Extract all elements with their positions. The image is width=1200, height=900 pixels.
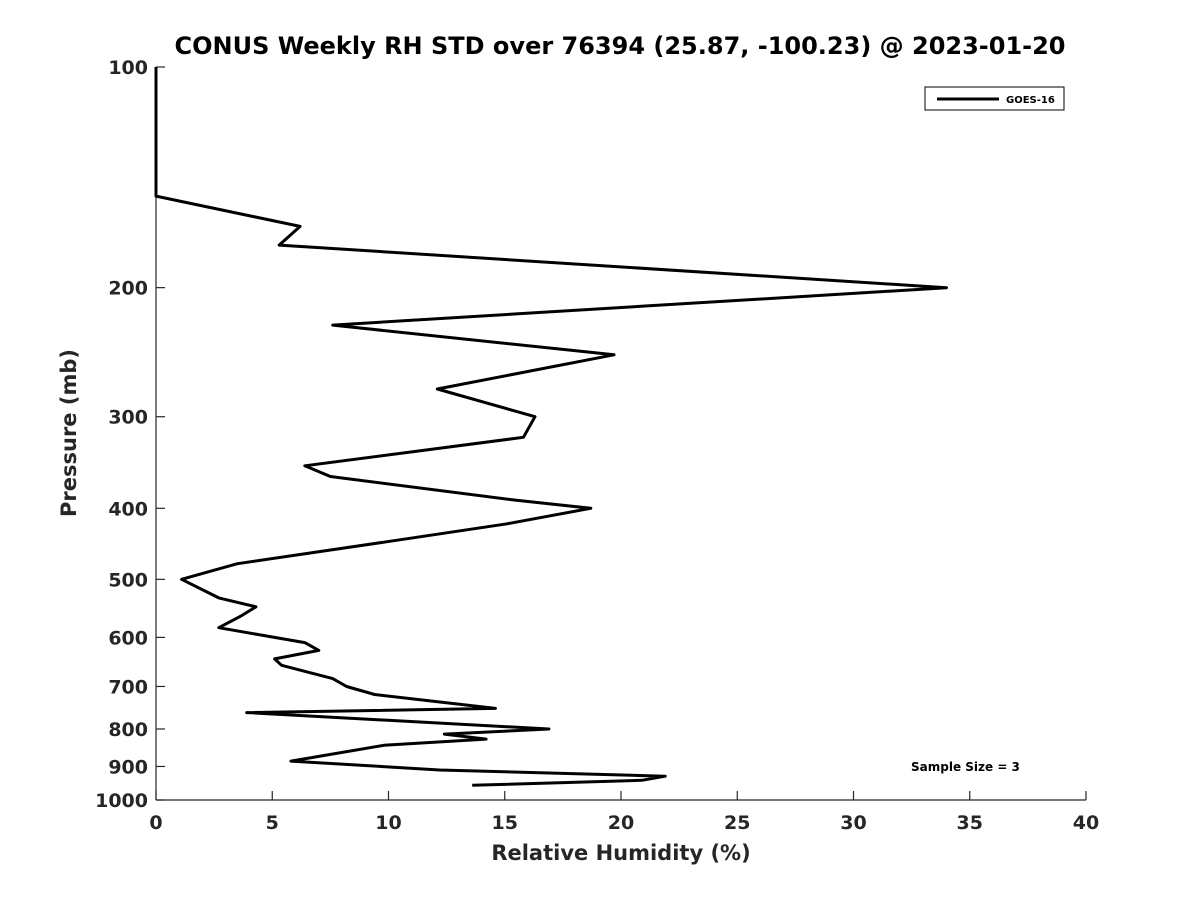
x-tick-label: 0 [149, 812, 162, 834]
x-tick-label: 5 [266, 812, 279, 834]
x-tick-label: 40 [1073, 812, 1099, 834]
series-group [154, 67, 948, 787]
y-axis-label: Pressure (mb) [57, 349, 81, 517]
y-tick-label: 200 [108, 278, 148, 300]
plot-background [156, 67, 1086, 800]
y-tick-label: 1000 [95, 790, 148, 812]
x-tick-label: 25 [724, 812, 750, 834]
y-tick-label: 500 [108, 569, 148, 591]
y-tick-label: 400 [108, 498, 148, 520]
x-tick-label: 35 [957, 812, 983, 834]
x-tick-label: 10 [375, 812, 401, 834]
x-axis-label: Relative Humidity (%) [491, 841, 750, 865]
y-tick-label: 800 [108, 719, 148, 741]
x-tick-label: 15 [492, 812, 518, 834]
legend: GOES-16 [924, 86, 1065, 111]
y-tick-label: 900 [108, 756, 148, 778]
y-tick-label: 100 [108, 57, 148, 79]
y-tick-label: 300 [108, 407, 148, 429]
plot-area [155, 67, 1086, 801]
x-tick-label: 30 [840, 812, 866, 834]
y-ticks: 100 200 300 400 500 600 700 800 900 1000 [95, 57, 165, 812]
series-line-goes-16 [154, 67, 948, 787]
sample-size-annotation: Sample Size = 3 [911, 760, 1020, 774]
chart-title: CONUS Weekly RH STD over 76394 (25.87, -… [174, 32, 1065, 60]
legend-label-goes-16: GOES-16 [1006, 95, 1055, 106]
x-tick-label: 20 [608, 812, 634, 834]
x-ticks: 0 5 10 15 20 25 30 35 40 [149, 791, 1099, 834]
y-tick-label: 600 [108, 627, 148, 649]
y-tick-label: 700 [108, 676, 148, 698]
